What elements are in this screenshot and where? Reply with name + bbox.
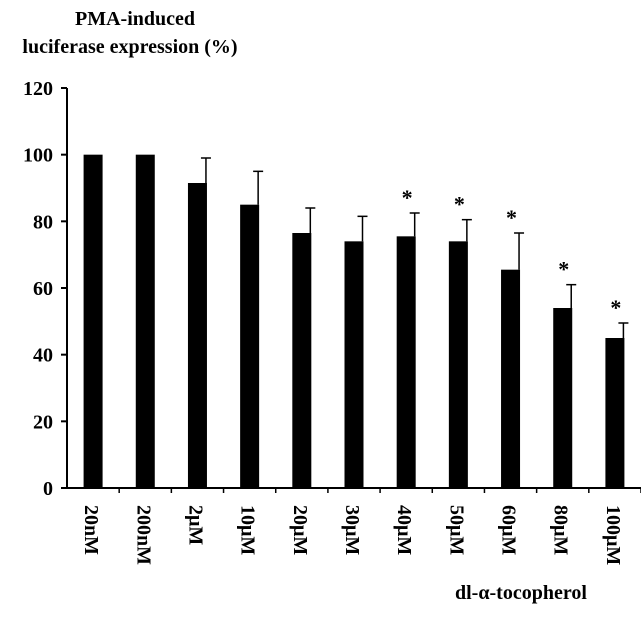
significance-marker: *	[402, 185, 413, 210]
y-tick-label: 20	[33, 411, 53, 433]
bar	[187, 183, 207, 488]
bar	[448, 241, 468, 488]
x-tick-label: 200nM	[132, 505, 154, 565]
y-tick-label: 80	[33, 211, 53, 233]
x-tick-label: 10μM	[237, 505, 259, 555]
x-tick-label: 60μM	[498, 505, 520, 555]
bar	[83, 154, 103, 488]
x-axis-title: dl-α-tocopherol	[455, 582, 587, 604]
bar	[501, 269, 521, 488]
significance-marker: *	[506, 205, 517, 230]
bar	[292, 233, 312, 488]
y-tick-label: 120	[23, 78, 53, 100]
x-tick-label: 30μM	[341, 505, 363, 555]
bar	[240, 204, 260, 488]
y-tick-label: 0	[43, 478, 53, 500]
significance-marker: *	[454, 192, 465, 217]
significance-marker: *	[558, 257, 569, 282]
x-tick-label: 80μM	[550, 505, 572, 555]
x-tick-label: 20nM	[80, 505, 102, 555]
y-axis-title-line1: PMA-induced	[75, 8, 195, 30]
x-tick-label: 2μM	[184, 505, 206, 545]
bar	[396, 236, 416, 488]
significance-marker: *	[610, 295, 621, 320]
y-tick-label: 100	[23, 145, 53, 167]
bar	[135, 154, 155, 488]
y-tick-label: 40	[33, 345, 53, 367]
bar	[344, 241, 364, 488]
x-tick-label: 50μM	[445, 505, 467, 555]
y-axis-title-line2: luciferase expression (%)	[22, 36, 238, 58]
x-tick-label: 100μM	[602, 505, 624, 565]
bar	[605, 338, 625, 488]
x-tick-label: 40μM	[393, 505, 415, 555]
axes: 0 20 40 60 80 100 120	[23, 78, 641, 500]
y-tick-label: 60	[33, 278, 53, 300]
x-tick-label: 20μM	[289, 505, 311, 555]
bar	[553, 308, 573, 488]
x-tick-labels: 20nM 200nM 2μM 10μM 20μM 30μM 40μM 50μM 60μM 80μM…	[80, 505, 624, 565]
bars-group: * * * * *	[83, 154, 629, 488]
